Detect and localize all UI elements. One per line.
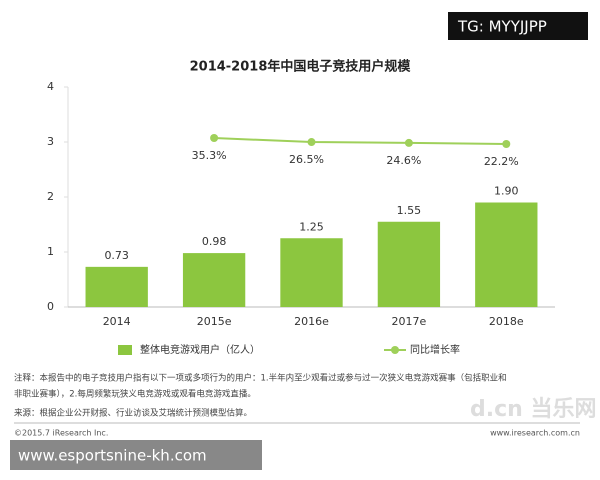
- legend-label: 同比增长率: [410, 343, 460, 356]
- watermark-box: [10, 440, 262, 470]
- data-label: 1.25: [299, 220, 324, 233]
- bar: [475, 202, 538, 307]
- legend-swatch: [118, 345, 132, 355]
- y-tick-label: 0: [47, 300, 54, 313]
- data-label: 35.3%: [192, 149, 227, 162]
- x-tick-label: 2016e: [294, 315, 329, 328]
- y-tick-label: 4: [47, 80, 54, 93]
- watermark-top: TG: MYYJJPP: [457, 18, 547, 36]
- bar: [182, 253, 246, 307]
- x-tick-label: 2018e: [489, 315, 524, 328]
- bar: [85, 266, 148, 307]
- data-label: 1.90: [494, 185, 519, 198]
- line: [214, 137, 507, 145]
- line-marker: [307, 138, 316, 147]
- data-label: 26.5%: [289, 153, 324, 166]
- y-tick-label: 2: [47, 190, 54, 203]
- data-label: 22.2%: [484, 155, 519, 168]
- chart-title: 2014-2018年中国电子竞技用户规模: [190, 59, 412, 75]
- x-tick-label: 2014: [103, 315, 131, 328]
- note-line: 注释：本报告中的电子竞技用户指有以下一项或多项行为的用户：1.半年内至少观看过或…: [14, 373, 507, 384]
- data-label: 24.6%: [386, 154, 421, 167]
- x-tick-label: 2015e: [197, 315, 232, 328]
- bar: [280, 238, 343, 307]
- y-tick-label: 1: [47, 245, 54, 258]
- source: 来源：根据企业公开财报、行业访谈及艾瑞统计预测模型估算。: [14, 408, 252, 419]
- website: www.iresearch.com.cn: [490, 429, 580, 438]
- legend-label: 整体电竞游戏用户（亿人）: [140, 343, 260, 356]
- data-label: 0.98: [202, 235, 227, 248]
- data-label: 1.55: [397, 204, 422, 217]
- line-marker: [502, 140, 511, 148]
- watermark-logo: d.cn 当乐网: [470, 397, 596, 422]
- legend-swatch: [391, 346, 399, 354]
- watermark-bottom: www.esportsnine-kh.com: [18, 447, 207, 465]
- watermark-box: [448, 12, 588, 40]
- bar: [377, 221, 441, 307]
- x-tick-label: 2017e: [392, 315, 427, 328]
- copyright: ©2015.7 iResearch Inc.: [14, 429, 108, 438]
- line-marker: [210, 134, 219, 142]
- data-label: 0.73: [104, 249, 129, 262]
- line-marker: [404, 138, 413, 147]
- note-line: 非职业赛事），2.每周频繁玩狭义电竞游戏或观看电竞游戏直播。: [14, 389, 256, 400]
- y-tick-label: 3: [47, 135, 54, 148]
